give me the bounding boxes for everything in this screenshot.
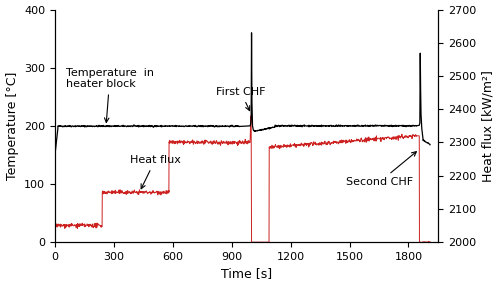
Text: Heat flux: Heat flux	[130, 155, 180, 189]
Y-axis label: Heat flux [kW/m²]: Heat flux [kW/m²]	[482, 70, 494, 182]
Text: Second CHF: Second CHF	[346, 152, 416, 187]
X-axis label: Time [s]: Time [s]	[221, 267, 272, 281]
Text: Temperature  in
heater block: Temperature in heater block	[66, 68, 154, 122]
Text: First CHF: First CHF	[216, 87, 266, 111]
Y-axis label: Temperature [°C]: Temperature [°C]	[6, 72, 18, 180]
